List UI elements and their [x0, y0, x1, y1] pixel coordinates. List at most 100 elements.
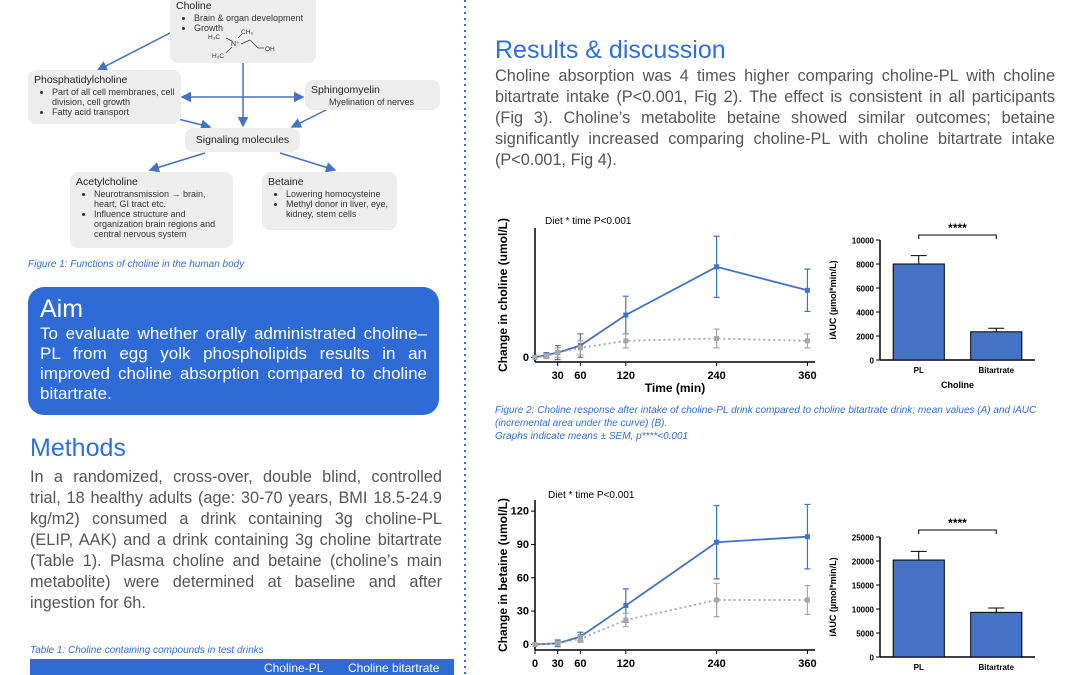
y-tick-label: 30: [517, 606, 529, 618]
point: [804, 287, 810, 293]
x-tick-label: 60: [574, 370, 586, 382]
x-tick-label: 360: [798, 658, 816, 670]
y-tick-label: 120: [511, 506, 529, 518]
series-line: [534, 265, 808, 359]
x-tick-label: PL: [914, 366, 924, 375]
structure-label: OH: [265, 46, 275, 53]
y-tick-label: 60: [517, 572, 529, 584]
y-tick-label: 8000: [856, 261, 874, 270]
y-axis-label: Change in betaine (umol/L): [496, 498, 510, 652]
structure-label: N⁺: [231, 41, 240, 48]
annotation: Diet * time P<0.001: [545, 216, 632, 227]
error-bar: [910, 550, 927, 561]
results-title: Results & discussion: [495, 36, 726, 64]
bar: [892, 263, 945, 361]
x-tick-label: 240: [707, 370, 725, 382]
point: [623, 603, 629, 609]
point: [804, 338, 810, 344]
aim-box: Aim To evaluate whether orally administr…: [28, 287, 439, 415]
y-tick-label: 6000: [856, 285, 874, 294]
methods-text: In a randomized, cross-over, double blin…: [30, 468, 442, 612]
node-item: Neurotransmission → brain, heart, GI tra…: [94, 189, 227, 209]
point: [532, 354, 538, 360]
y-tick-label: 0: [523, 352, 529, 364]
annotation: ****: [948, 516, 967, 530]
bar: [970, 611, 1023, 658]
column-header: Choline-PL: [264, 661, 324, 675]
node-label: Betaine: [268, 176, 304, 188]
node-label: Acetylcholine: [76, 176, 138, 188]
x-tick-label: 30: [552, 370, 564, 382]
node-label: Choline: [176, 0, 212, 12]
significance-bracket: [918, 234, 997, 239]
y-axis-label: iAUC (µmol*min/L): [828, 557, 838, 636]
y-tick-label: 0: [870, 357, 875, 366]
y-tick-label: 0: [523, 639, 529, 651]
point: [555, 350, 561, 356]
point: [623, 338, 629, 344]
node-item: Lowering homocysteine: [286, 189, 391, 199]
node-label: Signaling molecules: [195, 134, 290, 146]
point: [714, 539, 720, 545]
error-bar: [988, 327, 1005, 332]
annotation: ****: [948, 221, 967, 235]
diagram-node: Signaling molecules: [185, 128, 300, 152]
point: [623, 617, 629, 623]
node-item: Methyl donor in liver, eye, kidney, stem…: [286, 199, 391, 219]
series-line: [534, 535, 808, 646]
series-line: [534, 599, 808, 646]
aim-text: To evaluate whether orally administrated…: [40, 324, 427, 403]
y-tick-label: 2000: [856, 333, 874, 342]
x-tick-label: 30: [552, 658, 564, 670]
bar: [892, 559, 945, 658]
figure-caption: Figure 1: Functions of choline in the hu…: [28, 259, 245, 270]
point: [714, 597, 720, 603]
x-tick-label: 60: [574, 658, 586, 670]
x-axis-label: Time (min): [645, 381, 705, 395]
structure-label: H₃C: [212, 53, 224, 60]
point: [532, 641, 538, 647]
methods-title: Methods: [30, 434, 126, 462]
y-tick-label: 10000: [852, 606, 875, 615]
diagram-arrows: [96, 31, 337, 173]
bar: [970, 331, 1023, 361]
diagram-node: Choline Brain & organ developmentGrowth …: [170, 0, 316, 63]
node-item: Influence structure and organization bra…: [94, 209, 227, 239]
diagram-node: Sphingomyelin Myelination of nerves: [305, 80, 440, 110]
x-tick-label: 240: [707, 658, 725, 670]
y-tick-label: 90: [517, 539, 529, 551]
diagram-node: Acetylcholine Neurotransmission → brain,…: [70, 172, 233, 248]
x-tick-label: 120: [617, 370, 635, 382]
table-caption: Table 1: Choline containing compounds in…: [30, 645, 264, 656]
point: [804, 597, 810, 603]
significance-bracket: [918, 529, 997, 534]
y-tick-label: 25000: [852, 534, 875, 543]
figure-caption: Figure 2: Choline response after intake …: [495, 405, 1037, 429]
error-bar: [910, 255, 927, 264]
y-axis-label: iAUC (µmol*min/L): [828, 260, 838, 339]
node-item: Brain & organ development: [194, 13, 310, 23]
x-axis-label: Choline: [941, 380, 974, 390]
point: [623, 312, 629, 318]
x-tick-label: PL: [914, 663, 924, 672]
diagram-node: Phosphatidylcholine Part of all cell mem…: [28, 70, 181, 124]
diagram-node: Betaine Lowering homocysteineMethyl dono…: [262, 172, 397, 230]
point: [804, 534, 810, 540]
x-tick-label: 120: [617, 658, 635, 670]
aim-title: Aim: [40, 295, 84, 323]
point: [714, 264, 720, 270]
figure-note: Graphs indicate means ± SEM, p****<0.001: [495, 431, 689, 442]
point: [577, 345, 583, 351]
point: [543, 353, 549, 359]
y-tick-label: 20000: [852, 558, 875, 567]
structure-label: H₃C: [208, 34, 220, 41]
point: [577, 636, 583, 642]
y-axis-label: Change in choline (umol/L): [496, 218, 510, 372]
y-tick-label: 10000: [852, 237, 875, 246]
column-header: Choline bitartrate: [348, 661, 440, 675]
results-text: Choline absorption was 4 times higher co…: [495, 67, 1055, 169]
x-tick-label: 0: [532, 658, 538, 670]
x-tick-label: 360: [798, 370, 816, 382]
